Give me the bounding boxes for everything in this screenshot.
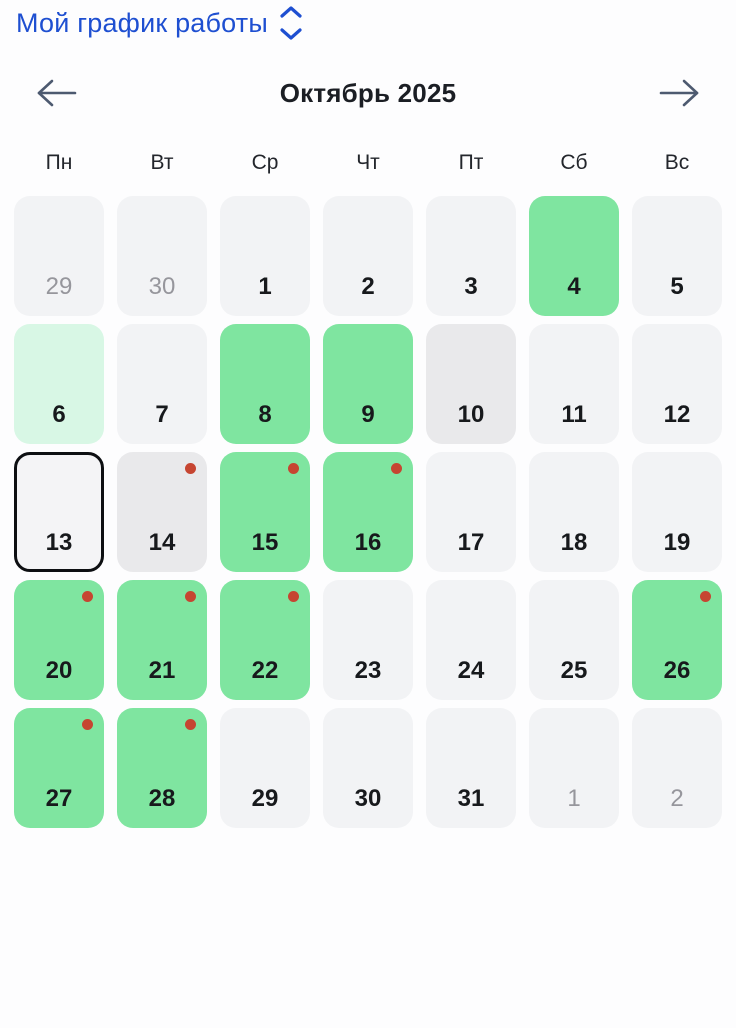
day-number: 22 (251, 657, 279, 684)
day-cell-24[interactable]: 24 (426, 580, 516, 700)
day-cell-6[interactable]: 6 (14, 324, 104, 444)
day-cell-31[interactable]: 31 (426, 708, 516, 828)
day-number: 2 (361, 273, 375, 300)
calendar-grid: 29 30 1 2 3 4 5 6 7 8 9 10 11 12 13 14 15 16 17 18 19 20 21 22 2… (0, 196, 736, 828)
day-cell-1[interactable]: 1 (220, 196, 310, 316)
day-number: 23 (354, 657, 382, 684)
weekday-label: Чт (356, 151, 380, 174)
day-cell-2[interactable]: 2 (323, 196, 413, 316)
day-cell-4[interactable]: 4 (529, 196, 619, 316)
day-number: 29 (45, 273, 73, 300)
day-cell-26[interactable]: 26 (632, 580, 722, 700)
day-cell-27[interactable]: 27 (14, 708, 104, 828)
event-dot (185, 463, 196, 474)
event-dot (82, 719, 93, 730)
day-cell-7[interactable]: 7 (117, 324, 207, 444)
chevron-up-down-icon (280, 6, 302, 40)
day-cell-18[interactable]: 18 (529, 452, 619, 572)
day-cell-8[interactable]: 8 (220, 324, 310, 444)
page-title: Мой график работы (16, 8, 268, 38)
day-cell-2-adjacent[interactable]: 2 (632, 708, 722, 828)
day-cell-25[interactable]: 25 (529, 580, 619, 700)
day-cell-29-adjacent[interactable]: 29 (14, 196, 104, 316)
day-cell-1-adjacent[interactable]: 1 (529, 708, 619, 828)
day-cell-3[interactable]: 3 (426, 196, 516, 316)
day-number: 20 (45, 657, 73, 684)
day-cell-9[interactable]: 9 (323, 324, 413, 444)
day-number: 9 (361, 401, 375, 428)
day-cell-21[interactable]: 21 (117, 580, 207, 700)
day-number: 24 (457, 657, 485, 684)
day-number: 10 (457, 401, 485, 428)
day-number: 30 (148, 273, 176, 300)
day-cell-30[interactable]: 30 (323, 708, 413, 828)
day-number: 31 (457, 785, 485, 812)
weekday-label: Пн (45, 151, 73, 174)
day-number: 17 (457, 529, 485, 556)
day-cell-19[interactable]: 19 (632, 452, 722, 572)
arrow-right-icon (659, 79, 699, 107)
event-dot (700, 591, 711, 602)
day-cell-14[interactable]: 14 (117, 452, 207, 572)
top-header: Мой график работы (0, 0, 736, 48)
day-cell-10[interactable]: 10 (426, 324, 516, 444)
schedule-title-switcher[interactable]: Мой график работы (16, 4, 304, 42)
day-number: 11 (561, 401, 587, 428)
day-number: 1 (567, 785, 581, 812)
day-cell-12[interactable]: 12 (632, 324, 722, 444)
weekday-label: Вс (664, 151, 690, 174)
day-cell-16[interactable]: 16 (323, 452, 413, 572)
day-cell-23[interactable]: 23 (323, 580, 413, 700)
day-number: 8 (258, 401, 272, 428)
day-number: 16 (354, 529, 382, 556)
event-dot (185, 591, 196, 602)
day-cell-15[interactable]: 15 (220, 452, 310, 572)
next-month-button[interactable] (654, 71, 706, 115)
day-number: 2 (670, 785, 684, 812)
day-number: 30 (354, 785, 382, 812)
weekday-label: Пт (458, 151, 484, 174)
day-cell-22[interactable]: 22 (220, 580, 310, 700)
day-number: 18 (560, 529, 588, 556)
day-number: 1 (258, 273, 272, 300)
arrow-left-icon (37, 79, 77, 107)
weekday-label: Сб (560, 151, 588, 174)
event-dot (391, 463, 402, 474)
event-dot (185, 719, 196, 730)
event-dot (288, 463, 299, 474)
day-number: 6 (52, 401, 66, 428)
day-number: 12 (663, 401, 691, 428)
day-number: 7 (155, 401, 169, 428)
day-number: 26 (663, 657, 691, 684)
weekday-label: Вт (150, 151, 174, 174)
day-cell-28[interactable]: 28 (117, 708, 207, 828)
day-cell-29[interactable]: 29 (220, 708, 310, 828)
day-number: 28 (148, 785, 176, 812)
day-cell-30-adjacent[interactable]: 30 (117, 196, 207, 316)
day-number: 21 (148, 657, 176, 684)
day-number: 5 (670, 273, 684, 300)
month-title: Октябрь 2025 (279, 77, 457, 108)
event-dot (82, 591, 93, 602)
day-cell-17[interactable]: 17 (426, 452, 516, 572)
weekday-label: Ср (251, 151, 279, 174)
event-dot (288, 591, 299, 602)
day-number: 19 (663, 529, 691, 556)
month-navigation: Октябрь 2025 (0, 68, 736, 118)
prev-month-button[interactable] (30, 71, 82, 115)
day-number: 4 (567, 273, 581, 300)
day-number: 3 (464, 273, 478, 300)
day-cell-11[interactable]: 11 (529, 324, 619, 444)
day-cell-20[interactable]: 20 (14, 580, 104, 700)
day-number: 14 (148, 529, 176, 556)
day-number: 29 (251, 785, 279, 812)
day-number: 27 (45, 785, 73, 812)
day-cell-13[interactable]: 13 (14, 452, 104, 572)
day-cell-5[interactable]: 5 (632, 196, 722, 316)
weekday-header-row: Пн Вт Ср Чт Пт Сб Вс (0, 148, 736, 178)
day-number: 15 (251, 529, 279, 556)
day-number: 13 (45, 529, 73, 556)
day-number: 25 (560, 657, 588, 684)
